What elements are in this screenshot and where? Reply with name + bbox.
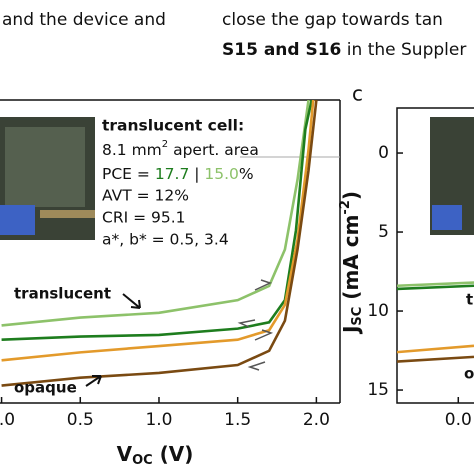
y-axis-label: SC: [350, 307, 365, 326]
inset-text: apert. area: [168, 141, 259, 159]
y-tick-label: 5: [378, 222, 389, 242]
jv-curve: [397, 281, 474, 288]
inset-text: 8.1 mm: [102, 141, 162, 159]
inset-text: PCE =: [102, 165, 155, 183]
x-axis-label: VOC (V): [117, 442, 194, 468]
body-text: S15 and S16 in the Suppler: [222, 40, 466, 60]
inset-text: PCE = 17.7 | 15.0%: [102, 165, 254, 183]
annotation: opaque: [14, 379, 77, 397]
axis-frame: [396, 107, 474, 404]
glove: [0, 205, 35, 235]
inset-text: 8.1 mm2 apert. area: [102, 139, 259, 159]
inset-text: AVT = 12%: [102, 187, 189, 205]
jv-curve: [397, 344, 474, 354]
device-photo: [5, 127, 85, 207]
panel-label: c: [352, 82, 363, 106]
inset-text: 2: [162, 139, 168, 150]
jv-curve: [397, 284, 474, 291]
x-tick-label: 1.0: [145, 410, 172, 430]
glove: [432, 205, 462, 230]
x-axis-label: V: [117, 442, 133, 466]
x-axis-label: OC: [132, 453, 153, 468]
y-axis-label: -2: [338, 200, 353, 214]
x-tick-label: 0.0: [445, 410, 472, 430]
jv-curve: [397, 355, 474, 363]
jv-curve: [1, 100, 310, 327]
x-tick-label: 0.0: [0, 410, 15, 430]
curves: [397, 281, 474, 363]
x-tick-label: 1.5: [224, 410, 251, 430]
y-axis-label: ): [339, 191, 363, 200]
y-axis-label: J: [339, 326, 363, 335]
inset-text: CRI = 95.1: [102, 209, 186, 227]
inset-title: translucent cell:: [102, 117, 244, 135]
jv-curve: [1, 100, 318, 387]
y-tick-label: 0: [378, 143, 389, 163]
sweep-arrows: [237, 279, 274, 371]
annotation: translucent: [14, 285, 111, 303]
annotation: t: [466, 291, 473, 309]
annotation-arrow: [85, 375, 102, 387]
jv-curve: [1, 100, 315, 362]
inset-text: %: [239, 165, 254, 183]
jv-curve: [1, 100, 313, 342]
body-text: in the Suppler: [341, 40, 466, 60]
y-axis-label: (mA cm: [339, 215, 363, 307]
annotation-arrow: [122, 293, 141, 309]
right-chart: t o JSC (mA cm-2): [338, 107, 474, 404]
x-axis-label: (V): [153, 442, 194, 466]
contacts: [40, 210, 95, 218]
x-tick-label: 0.5: [67, 410, 94, 430]
y-axis-label: JSC (mA cm-2): [338, 191, 365, 335]
left-chart: translucent cell: 8.1 mm2 apert. area PC…: [0, 99, 341, 468]
annotation: o: [464, 365, 474, 383]
y-tick-label: 15: [367, 380, 389, 400]
curves: [1, 100, 318, 387]
inset-text: 15.0: [204, 165, 239, 183]
inset-text: |: [189, 165, 204, 183]
bold-text: S15 and S16: [222, 40, 341, 60]
body-text: close the gap towards tan: [222, 10, 443, 30]
inset-text: a*, b* = 0.5, 3.4: [102, 231, 229, 249]
body-text: and the device and: [2, 10, 166, 30]
inset-text: 17.7: [155, 165, 190, 183]
x-tick-label: 2.0: [303, 410, 330, 430]
y-tick-label: 10: [367, 301, 389, 321]
